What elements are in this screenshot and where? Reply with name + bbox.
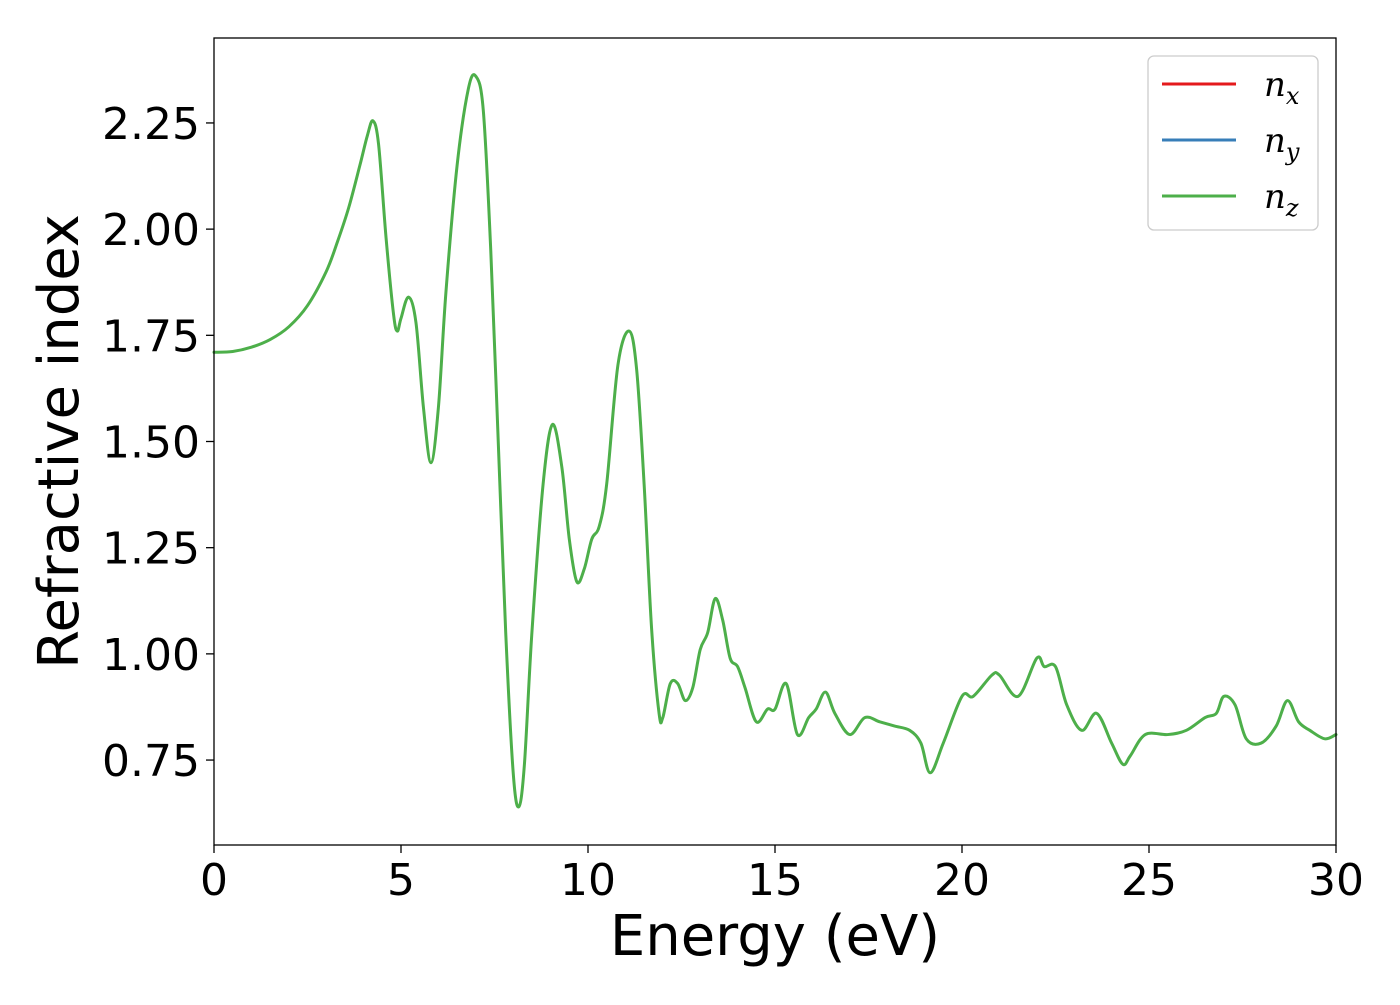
x-axis-title: Energy (eV)	[610, 904, 940, 969]
legend-label-base: n	[1264, 177, 1286, 217]
series-line-n-z	[212, 73, 1338, 809]
x-axis-ticks: 0 5 10 15 20 25 30	[200, 845, 1364, 906]
series-layer	[212, 73, 1338, 809]
legend-box	[1147, 55, 1319, 231]
legend-label-n-y: ny	[1264, 121, 1300, 166]
x-tick-label: 10	[560, 855, 616, 906]
legend-label-n-z: nz	[1264, 177, 1299, 222]
x-tick-label: 30	[1308, 855, 1364, 906]
y-axis-ticks: 0.75 1.00 1.25 1.50 1.75 2.00 2.25	[102, 99, 214, 787]
legend-label-subscript: z	[1285, 194, 1299, 222]
y-tick-label: 1.50	[102, 418, 200, 469]
y-tick-label: 1.75	[102, 311, 200, 362]
y-tick-label: 2.00	[102, 205, 200, 256]
x-tick-label: 15	[747, 855, 803, 906]
legend-label-base: n	[1264, 65, 1286, 105]
y-tick-label: 2.25	[102, 99, 200, 150]
x-tick-label: 0	[200, 855, 228, 906]
legend-label-subscript: x	[1286, 82, 1300, 110]
x-tick-label: 5	[387, 855, 415, 906]
x-tick-label: 20	[934, 855, 990, 906]
y-tick-label: 1.00	[102, 630, 200, 681]
y-axis-title: Refractive index	[27, 214, 92, 669]
legend-label-n-x: nx	[1264, 65, 1300, 110]
x-tick-label: 25	[1121, 855, 1177, 906]
y-tick-label: 1.25	[102, 524, 200, 575]
legend-label-base: n	[1264, 121, 1286, 161]
y-tick-label: 0.75	[102, 736, 200, 787]
legend-label-subscript: y	[1285, 138, 1300, 166]
plot-frame	[213, 37, 1337, 846]
